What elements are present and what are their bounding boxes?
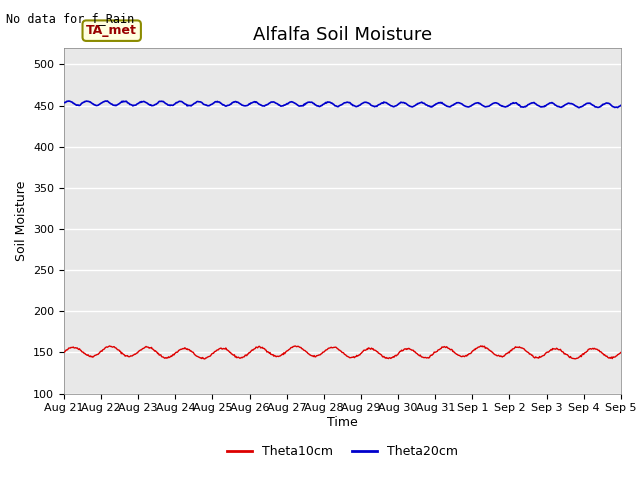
X-axis label: Time: Time: [327, 416, 358, 429]
Text: TA_met: TA_met: [86, 24, 137, 37]
Title: Alfalfa Soil Moisture: Alfalfa Soil Moisture: [253, 25, 432, 44]
Y-axis label: Soil Moisture: Soil Moisture: [15, 180, 28, 261]
Text: No data for f_Rain: No data for f_Rain: [6, 12, 134, 25]
Legend: Theta10cm, Theta20cm: Theta10cm, Theta20cm: [222, 440, 463, 463]
